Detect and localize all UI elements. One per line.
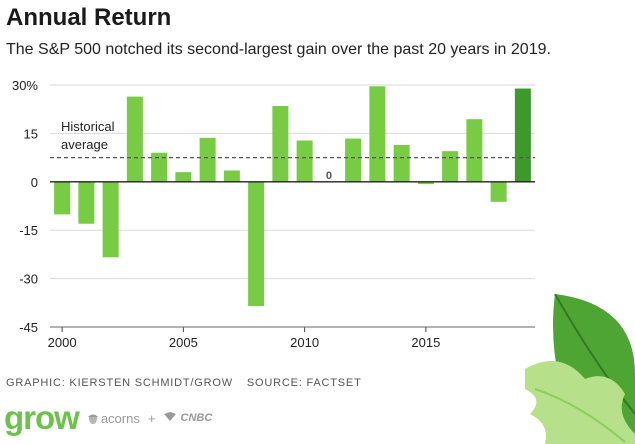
historical-average-label-line: average (61, 137, 108, 152)
x-tick-label: 2015 (411, 335, 440, 350)
x-tick-label: 2010 (290, 335, 319, 350)
data-label-2011: 0 (326, 170, 332, 182)
bar-2015 (417, 181, 434, 185)
bar-2000 (54, 181, 71, 215)
bar-2003 (126, 96, 143, 182)
y-tick-label: 15 (24, 126, 38, 141)
bar-2005 (175, 172, 192, 182)
bar-2001 (78, 181, 95, 224)
bar-2016 (442, 151, 459, 182)
historical-average-label-line: Historical (61, 119, 115, 134)
chart-title: Annual Return (6, 4, 172, 31)
historical-average-label: Historical average (61, 119, 115, 152)
y-tick-label: -15 (19, 223, 38, 238)
grow-logo: grow (4, 399, 80, 436)
bar-2002 (102, 181, 119, 258)
chart-subtitle: The S&P 500 notched its second-largest g… (6, 41, 551, 58)
bar-2006 (199, 137, 216, 182)
graphic-credit: GRAPHIC: KIERSTEN SCHMIDT/GROW (6, 377, 233, 389)
y-tick-label: 0 (31, 175, 38, 190)
bar-2012 (345, 138, 362, 182)
source-credit: SOURCE: FACTSET (246, 377, 362, 389)
bar-2014 (393, 145, 410, 182)
y-tick-label: 30% (12, 78, 38, 93)
acorns-label: acorns (100, 410, 140, 426)
cnbc-logo: CNBC (163, 412, 212, 424)
bar-2004 (151, 152, 168, 182)
peacock-icon (164, 412, 177, 421)
cnbc-label: CNBC (180, 412, 213, 424)
credits: GRAPHIC: KIERSTEN SCHMIDT/GROW SOURCE: FA… (6, 377, 362, 389)
acorns-logo: acorns (87, 411, 140, 426)
bar-2008 (248, 181, 265, 307)
y-tick-label: -30 (19, 272, 38, 287)
bar-2009 (272, 105, 289, 182)
plus-sign: + (147, 410, 156, 426)
acorn-icon (87, 414, 98, 424)
bar-2019 (514, 88, 531, 182)
leaf-decoration (525, 294, 635, 444)
bar-2018 (490, 181, 507, 202)
y-tick-label: -45 (19, 320, 38, 335)
bar-2013 (369, 86, 386, 182)
bar-2007 (223, 170, 240, 182)
x-tick-label: 2000 (48, 335, 77, 350)
x-tick-label: 2005 (169, 335, 198, 350)
bar-2017 (466, 119, 483, 182)
bar-2010 (296, 140, 313, 182)
bar-chart: 30% 15 0 -15 -30 -45 Historical average 0 2000 200… (12, 78, 535, 350)
brand-row: grow acorns + CNBC (4, 398, 212, 438)
